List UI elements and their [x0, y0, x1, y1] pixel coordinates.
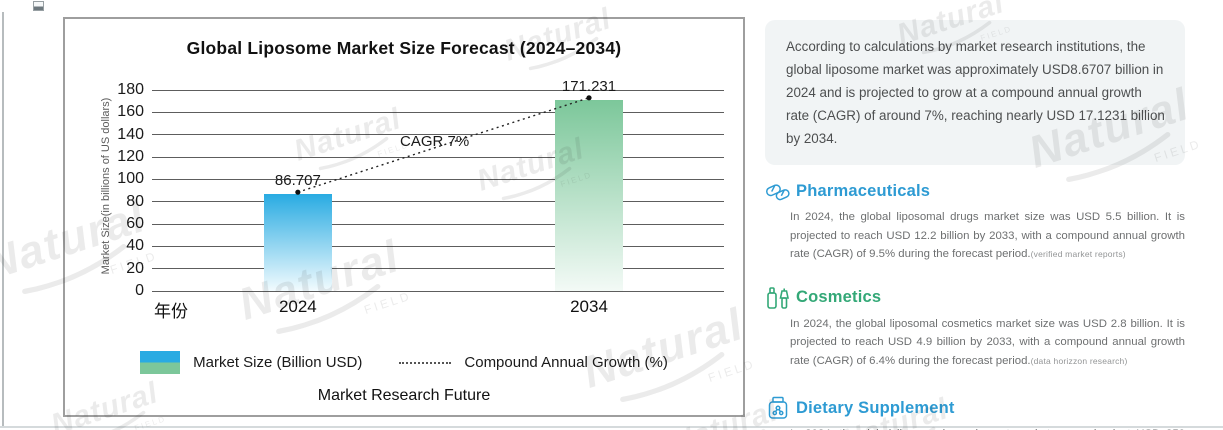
x-axis-title: 年份: [154, 302, 188, 321]
cosmetics-icon: [765, 285, 791, 311]
gridline: [152, 268, 724, 270]
y-tick-label: 80: [126, 192, 144, 210]
gridline: [152, 201, 724, 203]
legend-label-cagr: Compound Annual Growth (%): [464, 354, 668, 371]
supplement-jar-icon: [765, 395, 791, 421]
intro-panel: According to calculations by market rese…: [765, 20, 1185, 166]
x-tick-label: 2034: [570, 297, 608, 316]
y-tick-label: 120: [117, 148, 144, 165]
bar-value-label: 171.231: [561, 77, 617, 95]
market-forecast-chart-panel: Global Liposome Market Size Forecast (20…: [63, 17, 745, 417]
gridline: [152, 178, 724, 180]
gridline: [152, 89, 724, 91]
pills-icon: [765, 178, 791, 204]
section-body: In 2024, the global liposomal drugs mark…: [790, 211, 1185, 261]
chart-title: Global Liposome Market Size Forecast (20…: [186, 38, 622, 58]
legend-swatch-market-size: [140, 351, 181, 374]
section-source-note: (data horizzon research): [1030, 355, 1128, 366]
plot-area: CAGR 7% 年份 0 20 40 60 80 100 120 140 160 180 86.70…: [117, 78, 724, 321]
legend-label-market-size: Market Size (Billion USD): [193, 354, 363, 371]
section-title: Cosmetics: [796, 288, 882, 307]
section-title: Pharmaceuticals: [796, 181, 931, 200]
chart-legend: Market Size (Billion USD) Compound Annua…: [65, 351, 743, 374]
x-tick-label: 2024: [278, 297, 317, 316]
section-source-note: (verified market reports): [1030, 249, 1126, 260]
section-cosmetics: Cosmetics In 2024, the global liposomal …: [765, 285, 1185, 370]
bar-2034: [555, 99, 623, 291]
section-pharmaceuticals: Pharmaceuticals In 2024, the global lipo…: [765, 178, 1185, 263]
y-tick-label: 20: [126, 259, 144, 277]
image-placeholder-icon: [33, 1, 44, 11]
gridline: [152, 290, 724, 292]
gridline: [152, 156, 724, 158]
y-tick-label: 140: [117, 125, 144, 143]
legend-dotted-line-icon: [399, 361, 452, 364]
info-column: According to calculations by market rese…: [765, 20, 1185, 430]
gridline: [152, 111, 724, 113]
y-tick-label: 40: [126, 237, 144, 255]
gridline: [152, 134, 724, 136]
gridline: [152, 245, 724, 247]
left-divider: [2, 12, 4, 428]
bar-value-label: 86.707: [274, 172, 321, 190]
section-body: In 2024, the global liposomal cosmetics …: [790, 317, 1185, 367]
cagr-annotation: CAGR 7%: [400, 133, 470, 150]
y-tick-label: 0: [135, 282, 144, 299]
section-body: In 2024, the global liposomal supplement…: [790, 428, 1185, 430]
y-tick-label: 100: [117, 170, 144, 188]
cagr-trend-line: [295, 95, 592, 195]
bar-2024: [263, 194, 332, 291]
y-tick-label: 60: [126, 215, 144, 232]
bottom-divider: [0, 426, 1223, 428]
intro-text: According to calculations by market rese…: [786, 39, 1165, 147]
section-title: Dietary Supplement: [796, 398, 955, 417]
section-dietary-supplement: Dietary Supplement In 2024, the global l…: [765, 395, 1185, 430]
y-tick-label: 180: [117, 81, 144, 98]
y-tick-label: 160: [117, 103, 144, 121]
chart-source: Market Research Future: [317, 387, 491, 404]
gridline: [152, 223, 724, 225]
